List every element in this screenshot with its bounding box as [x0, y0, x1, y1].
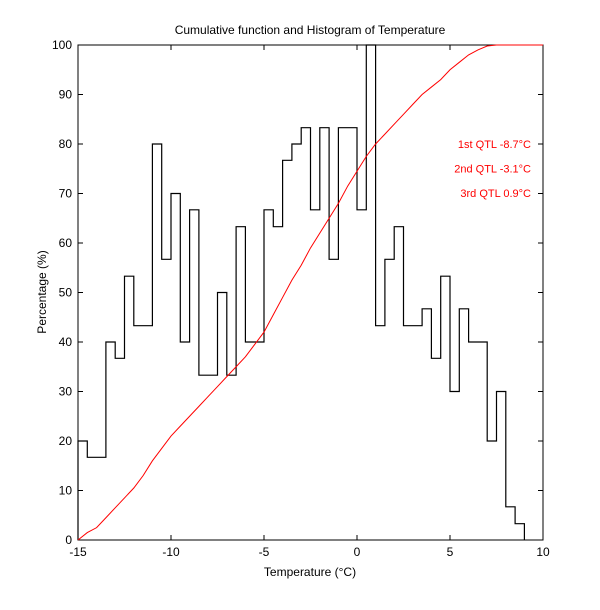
- quantile-annotations: 1st QTL -8.7°C 2nd QTL -3.1°C 3rd QTL 0.9°…: [454, 139, 531, 200]
- y-tick-label: 100: [52, 38, 72, 52]
- y-tick-label: 80: [59, 137, 73, 151]
- plot-area: [77, 44, 544, 541]
- chart-title: Cumulative function and Histogram of Tem…: [175, 23, 446, 37]
- x-tick-label: 10: [536, 545, 550, 559]
- histogram-series: [77, 44, 525, 540]
- x-tick-label: 0: [354, 545, 361, 559]
- y-tick-label: 50: [59, 286, 73, 300]
- quantile-annotation: 2nd QTL -3.1°C: [454, 164, 531, 176]
- x-tick-label: 5: [447, 545, 454, 559]
- y-axis: 0 10 20 30 40 50 60 70 80 90 100: [52, 38, 543, 547]
- x-tick-label: -5: [259, 545, 270, 559]
- x-tick-label: -10: [162, 545, 180, 559]
- quantile-annotation: 1st QTL -8.7°C: [458, 139, 531, 151]
- y-tick-label: 70: [59, 187, 73, 201]
- x-axis: -15 -10 -5 0 5 10: [69, 45, 550, 559]
- cumulative-series: [77, 44, 543, 541]
- y-tick-label: 60: [59, 236, 73, 250]
- y-tick-label: 0: [65, 533, 72, 547]
- y-tick-label: 90: [59, 88, 73, 102]
- y-axis-label: Percentage (%): [35, 250, 49, 333]
- quantile-annotation: 3rd QTL 0.9°C: [460, 188, 531, 200]
- x-axis-label: Temperature (°C): [264, 565, 356, 579]
- y-tick-label: 40: [59, 335, 73, 349]
- y-tick-label: 30: [59, 385, 73, 399]
- y-tick-label: 20: [59, 434, 73, 448]
- y-tick-label: 10: [59, 484, 73, 498]
- x-tick-label: -15: [69, 545, 87, 559]
